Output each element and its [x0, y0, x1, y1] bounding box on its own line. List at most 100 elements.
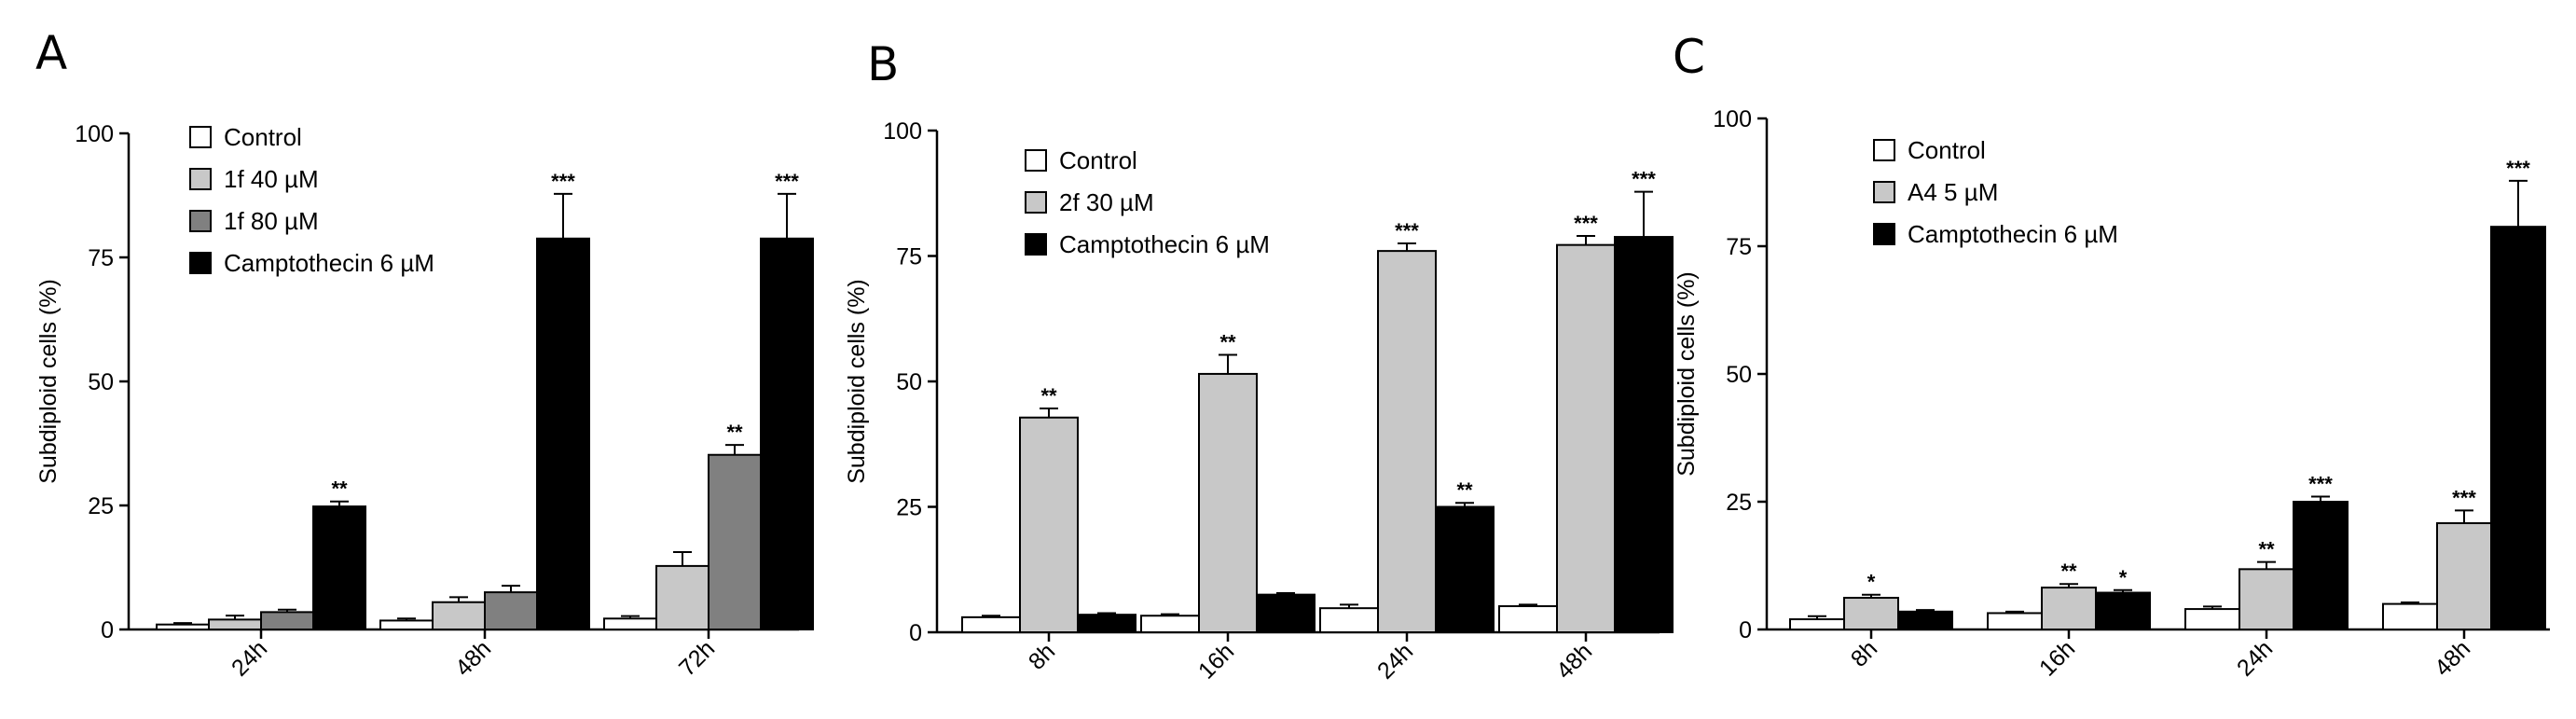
y-tick-label: 0: [1739, 617, 1752, 643]
legend-label: Camptothecin 6 µM: [224, 249, 434, 277]
legend-swatch: [1025, 149, 1047, 172]
bar: [2239, 568, 2294, 630]
bar: [961, 615, 1021, 633]
legend-label: 2f 30 µM: [1059, 188, 1154, 216]
legend-label: 1f 80 µM: [224, 207, 319, 235]
significance-label: *: [1867, 571, 1876, 594]
x-tick-label: 8h: [1024, 638, 1060, 674]
bar: [2095, 591, 2151, 631]
x-tick-label: 24h: [2232, 635, 2278, 681]
y-tick-label: 0: [909, 620, 922, 646]
significance-label: *: [2119, 566, 2128, 589]
y-tick-label: 50: [896, 369, 922, 395]
legend-swatch: [189, 126, 212, 148]
significance-label: **: [1040, 384, 1057, 408]
bar: [1077, 614, 1136, 633]
bar: [2436, 522, 2492, 630]
y-tick-label: 25: [896, 495, 922, 521]
x-tick-label: 16h: [1193, 638, 1239, 684]
significance-label: ***: [1632, 168, 1656, 191]
legend-label: Control: [224, 123, 302, 151]
y-tick-label: 50: [88, 369, 114, 395]
significance-label: ***: [2452, 486, 2476, 509]
x-tick-label: 72h: [674, 635, 720, 681]
bar: [1198, 372, 1258, 633]
y-tick-label: 100: [75, 121, 114, 147]
bar: [536, 237, 590, 630]
bar: [2490, 226, 2546, 630]
bar: [1019, 416, 1079, 633]
bar: [1987, 612, 2043, 630]
significance-label: **: [726, 421, 743, 444]
significance-label: ***: [551, 170, 575, 193]
significance-label: **: [1219, 330, 1236, 353]
chart-panel-a: 0 25 50 75 100 Subdiploid cells (%) 24h ** 48h **…: [35, 121, 814, 682]
bar: [708, 453, 762, 630]
bar: [1614, 236, 1674, 633]
panel-letter-c: C: [1673, 30, 1705, 84]
bar: [655, 564, 709, 630]
bar: [1897, 610, 1953, 631]
significance-label: ***: [1395, 219, 1419, 242]
bar: [312, 505, 366, 631]
legend-label: Camptothecin 6 µM: [1059, 230, 1270, 258]
bar: [2382, 602, 2438, 630]
bar: [1377, 250, 1437, 633]
x-tick-label: 48h: [450, 635, 496, 681]
x-tick-label: 24h: [1372, 638, 1418, 684]
x-tick-label: 48h: [2430, 635, 2475, 681]
y-axis-title: Subdiploid cells (%): [1674, 271, 1700, 477]
legend-swatch: [1873, 181, 1895, 203]
x-tick-label: 48h: [1551, 638, 1597, 684]
chart-panel-b: 0 25 50 75 100 Subdiploid cells (%) 8h ** 16h ** 2…: [844, 118, 1674, 684]
legend-swatch: [189, 252, 212, 274]
legend-swatch: [1025, 233, 1047, 256]
bar: [1843, 597, 1899, 630]
x-tick-label: 16h: [2034, 635, 2080, 681]
significance-label: ***: [2308, 473, 2333, 496]
significance-label: **: [1456, 478, 1473, 502]
y-tick-label: 75: [896, 244, 922, 270]
bar: [1256, 593, 1316, 634]
bar: [1498, 605, 1558, 633]
bar: [2293, 501, 2349, 630]
bar: [208, 618, 262, 630]
legend-label: Camptothecin 6 µM: [1908, 220, 2118, 248]
bar: [1789, 618, 1845, 630]
legend-label: Control: [1908, 136, 1986, 164]
bar: [603, 617, 657, 631]
bar: [1556, 243, 1616, 633]
bar: [1140, 615, 1200, 633]
y-tick-label: 100: [883, 118, 922, 145]
y-tick-label: 25: [88, 493, 114, 519]
y-tick-label: 75: [88, 245, 114, 271]
bar: [432, 601, 486, 630]
y-tick-label: 50: [1726, 362, 1752, 388]
legend-label: A4 5 µM: [1908, 178, 1998, 206]
legend-label: Control: [1059, 146, 1137, 174]
bar: [484, 591, 538, 630]
x-tick-label: 24h: [227, 635, 272, 681]
y-tick-label: 25: [1726, 490, 1752, 516]
y-tick-label: 0: [101, 617, 114, 643]
legend-swatch: [189, 210, 212, 232]
bar: [760, 237, 814, 630]
legend-swatch: [1873, 139, 1895, 161]
bar: [156, 623, 210, 630]
significance-label: **: [2258, 538, 2275, 561]
y-tick-label: 75: [1726, 234, 1752, 260]
bar: [379, 619, 434, 631]
bar: [1319, 607, 1379, 634]
legend-label: 1f 40 µM: [224, 165, 319, 193]
panel-letter-b: B: [867, 37, 899, 91]
legend-swatch: [1025, 191, 1047, 214]
y-axis-title: Subdiploid cells (%): [35, 279, 62, 484]
x-tick-label: 8h: [1846, 635, 1882, 671]
significance-label: ***: [1574, 212, 1598, 235]
significance-label: **: [331, 477, 348, 501]
panel-letter-a: A: [35, 26, 67, 80]
significance-label: ***: [775, 170, 799, 193]
legend-swatch: [189, 168, 212, 190]
